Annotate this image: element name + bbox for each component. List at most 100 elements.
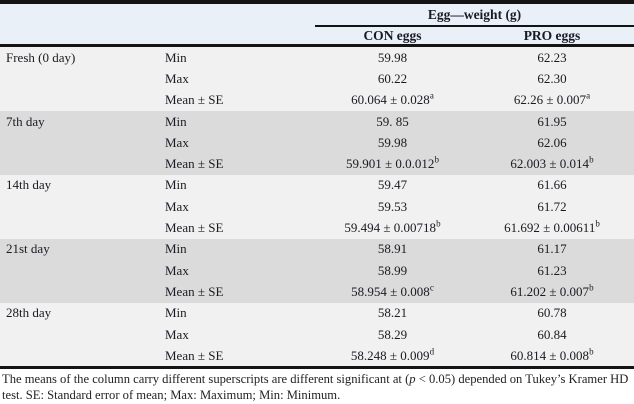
stat-cell: Min	[150, 45, 315, 69]
pro-value-cell: 62.26 ± 0.007a	[470, 89, 634, 111]
footnote-text-line2: test. SE: Standard error of mean; Max: M…	[2, 387, 341, 402]
pro-value-cell: 61.95	[470, 110, 634, 133]
footnote-p-symbol: p	[409, 372, 416, 387]
pro-value-cell: 62.003 ± 0.014b	[470, 153, 634, 175]
con-value-cell: 58.29	[315, 323, 470, 346]
period-cell	[0, 281, 150, 303]
con-value-cell: 59.98	[315, 45, 470, 69]
table-row: Mean ± SE 59.901 ± 0.0.012b 62.003 ± 0.0…	[0, 153, 634, 175]
pro-value-cell: 61.17	[470, 238, 634, 260]
con-value: 58.954 ± 0.008	[351, 283, 430, 299]
period-cell	[0, 68, 150, 90]
period-cell: 14th day	[0, 174, 150, 197]
con-value-cell: 58.954 ± 0.008c	[315, 281, 470, 303]
pro-value-cell: 62.23	[470, 45, 634, 69]
pro-superscript: b	[595, 218, 600, 229]
con-superscript: a	[429, 90, 434, 101]
con-value: 59.47	[377, 177, 408, 193]
pro-value-cell: 62.30	[470, 68, 634, 90]
pro-value: 61.202 ± 0.007	[510, 283, 590, 299]
period-cell	[0, 217, 150, 239]
group-14th-day: 14th day Min 59.47 61.66 Max 59.53 61.72…	[0, 174, 634, 239]
header-columns-row: CON eggs PRO eggs	[0, 26, 634, 47]
pro-value: 62.003 ± 0.014	[510, 156, 590, 172]
period-cell	[0, 153, 150, 175]
pro-value: 61.95	[537, 113, 567, 129]
stat-cell: Mean ± SE	[150, 281, 315, 303]
stat-cell: Max	[150, 259, 315, 282]
stat-cell: Min	[150, 110, 315, 133]
period-cell	[0, 345, 150, 370]
pro-value: 62.23	[537, 49, 567, 65]
con-value-cell: 59.47	[315, 174, 470, 197]
footnote-text-part2: < 0.05) depended on Tukey’s Kramer HD	[415, 372, 629, 387]
table-row: Mean ± SE 60.064 ± 0.028a 62.26 ± 0.007a	[0, 89, 634, 111]
pro-value: 62.06	[537, 134, 567, 150]
period-cell	[0, 89, 150, 111]
pro-value: 61.17	[537, 241, 567, 257]
egg-weight-table: Egg—weight (g) CON eggs PRO eggs Fresh (…	[0, 0, 634, 370]
stat-cell: Max	[150, 68, 315, 90]
pro-eggs-header: PRO eggs	[470, 26, 634, 47]
header-spanner-row: Egg—weight (g)	[0, 2, 634, 27]
footnote-text-part1: The means of the column carry different …	[2, 372, 410, 387]
stat-cell: Max	[150, 323, 315, 346]
con-value: 59.98	[377, 134, 408, 150]
con-value-cell: 58.99	[315, 259, 470, 282]
period-cell	[0, 196, 150, 218]
con-value: 59.53	[377, 198, 408, 214]
table-row: 7th day Min 59. 85 61.95	[0, 110, 634, 133]
pro-value: 60.814 ± 0.008	[510, 347, 590, 363]
pro-value: 62.26 ± 0.007	[513, 92, 587, 108]
table-header: Egg—weight (g) CON eggs PRO eggs	[0, 2, 634, 47]
period-cell: 21st day	[0, 238, 150, 260]
pro-value-cell: 60.84	[470, 323, 634, 346]
con-value: 58.91	[377, 241, 408, 257]
stat-cell: Mean ± SE	[150, 217, 315, 239]
table-row: Mean ± SE 59.494 ± 0.00718b 61.692 ± 0.0…	[0, 217, 634, 239]
pro-value: 60.78	[537, 305, 567, 321]
con-superscript: c	[429, 282, 434, 293]
con-superscript: b	[436, 218, 441, 229]
header-empty-cell	[0, 26, 315, 47]
con-value: 60.22	[377, 70, 408, 86]
con-value: 59. 85	[376, 113, 409, 129]
con-value-cell: 58.21	[315, 302, 470, 324]
con-value-cell: 59.494 ± 0.00718b	[315, 217, 470, 239]
pro-superscript: a	[586, 90, 591, 101]
con-value: 58.248 ± 0.009	[350, 347, 430, 363]
pro-superscript: b	[589, 154, 594, 165]
pro-value: 62.30	[537, 70, 567, 86]
con-value-cell: 59.53	[315, 196, 470, 218]
stat-cell: Max	[150, 196, 315, 218]
pro-value-cell: 61.66	[470, 174, 634, 197]
pro-superscript: b	[589, 346, 594, 357]
table-row: Max 59.53 61.72	[0, 196, 634, 218]
stat-cell: Mean ± SE	[150, 89, 315, 111]
con-value-cell: 58.91	[315, 238, 470, 260]
period-cell: 7th day	[0, 110, 150, 133]
pro-value: 61.72	[537, 198, 567, 214]
table-row: Max 59.98 62.06	[0, 132, 634, 154]
con-value-cell: 59.98	[315, 132, 470, 154]
header-empty-cell	[0, 2, 315, 26]
con-value: 60.064 ± 0.028	[351, 92, 430, 108]
con-superscript: d	[429, 346, 435, 357]
con-value-cell: 60.22	[315, 68, 470, 90]
group-28th-day: 28th day Min 58.21 60.78 Max 58.29 60.84…	[0, 302, 634, 370]
table-row: Max 58.99 61.23	[0, 259, 634, 282]
stat-cell: Mean ± SE	[150, 153, 315, 175]
con-value-cell: 60.064 ± 0.028a	[315, 89, 470, 111]
group-21st-day: 21st day Min 58.91 61.17 Max 58.99 61.23…	[0, 238, 634, 303]
pro-value: 61.23	[537, 262, 567, 278]
group-fresh-0-day: Fresh (0 day) Min 59.98 62.23 Max 60.22 …	[0, 45, 634, 111]
con-superscript: b	[434, 154, 439, 165]
pro-value-cell: 61.692 ± 0.00611b	[470, 217, 634, 239]
group-7th-day: 7th day Min 59. 85 61.95 Max 59.98 62.06…	[0, 110, 634, 175]
con-eggs-header: CON eggs	[315, 26, 470, 47]
pro-value-cell: 61.72	[470, 196, 634, 218]
stat-cell: Min	[150, 302, 315, 324]
table-row: 28th day Min 58.21 60.78	[0, 302, 634, 324]
con-value: 59.494 ± 0.00718	[344, 220, 437, 236]
period-cell: Fresh (0 day)	[0, 45, 150, 69]
